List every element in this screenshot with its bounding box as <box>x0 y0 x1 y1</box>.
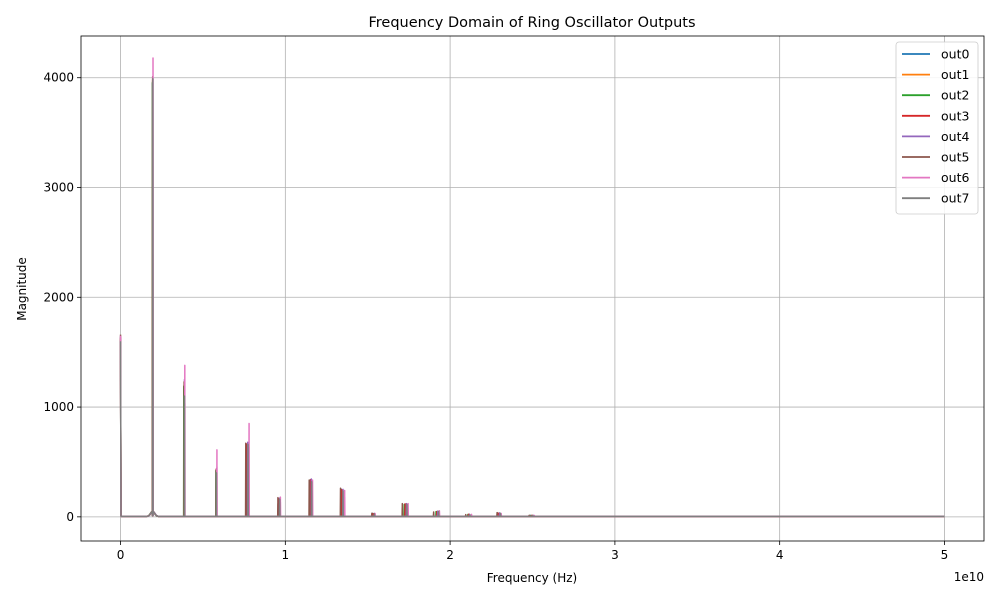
x-axis: 0 1 2 3 4 5 <box>117 541 949 562</box>
y-tick-label: 3000 <box>43 181 74 195</box>
x-tick-label: 5 <box>941 548 949 562</box>
y-axis: 0 1000 2000 3000 4000 <box>43 71 81 524</box>
series-line-out7 <box>119 78 945 518</box>
plot-frame <box>80 35 985 542</box>
y-tick-label: 2000 <box>43 290 74 304</box>
legend-label-out3: out3 <box>941 108 969 123</box>
x-tick-label: 0 <box>117 548 125 562</box>
series-layer <box>119 57 945 518</box>
x-tick-label: 1 <box>282 548 290 562</box>
legend-label-out4: out4 <box>941 129 969 144</box>
legend-label-out0: out0 <box>941 47 969 62</box>
y-tick-label: 0 <box>66 510 74 524</box>
x-axis-scale-label: 1e10 <box>954 570 984 584</box>
legend-label-out1: out1 <box>941 67 969 82</box>
legend-label-out5: out5 <box>941 150 969 165</box>
legend-label-out6: out6 <box>941 170 969 185</box>
y-axis-title: Magnitude <box>15 257 29 321</box>
x-axis-title: Frequency (Hz) <box>487 571 578 585</box>
chart-title: Frequency Domain of Ring Oscillator Outp… <box>368 15 695 31</box>
x-tick-label: 4 <box>776 548 784 562</box>
legend-label-out7: out7 <box>941 191 969 206</box>
legend-label-out2: out2 <box>941 88 969 103</box>
legend-box <box>895 41 979 215</box>
y-tick-label: 1000 <box>43 400 74 414</box>
x-tick-label: 2 <box>446 548 454 562</box>
x-tick-label: 3 <box>611 548 619 562</box>
legend: out0 out1 out2 out3 out4 out5 out6 out7 <box>895 41 979 215</box>
y-tick-label: 4000 <box>43 71 74 85</box>
